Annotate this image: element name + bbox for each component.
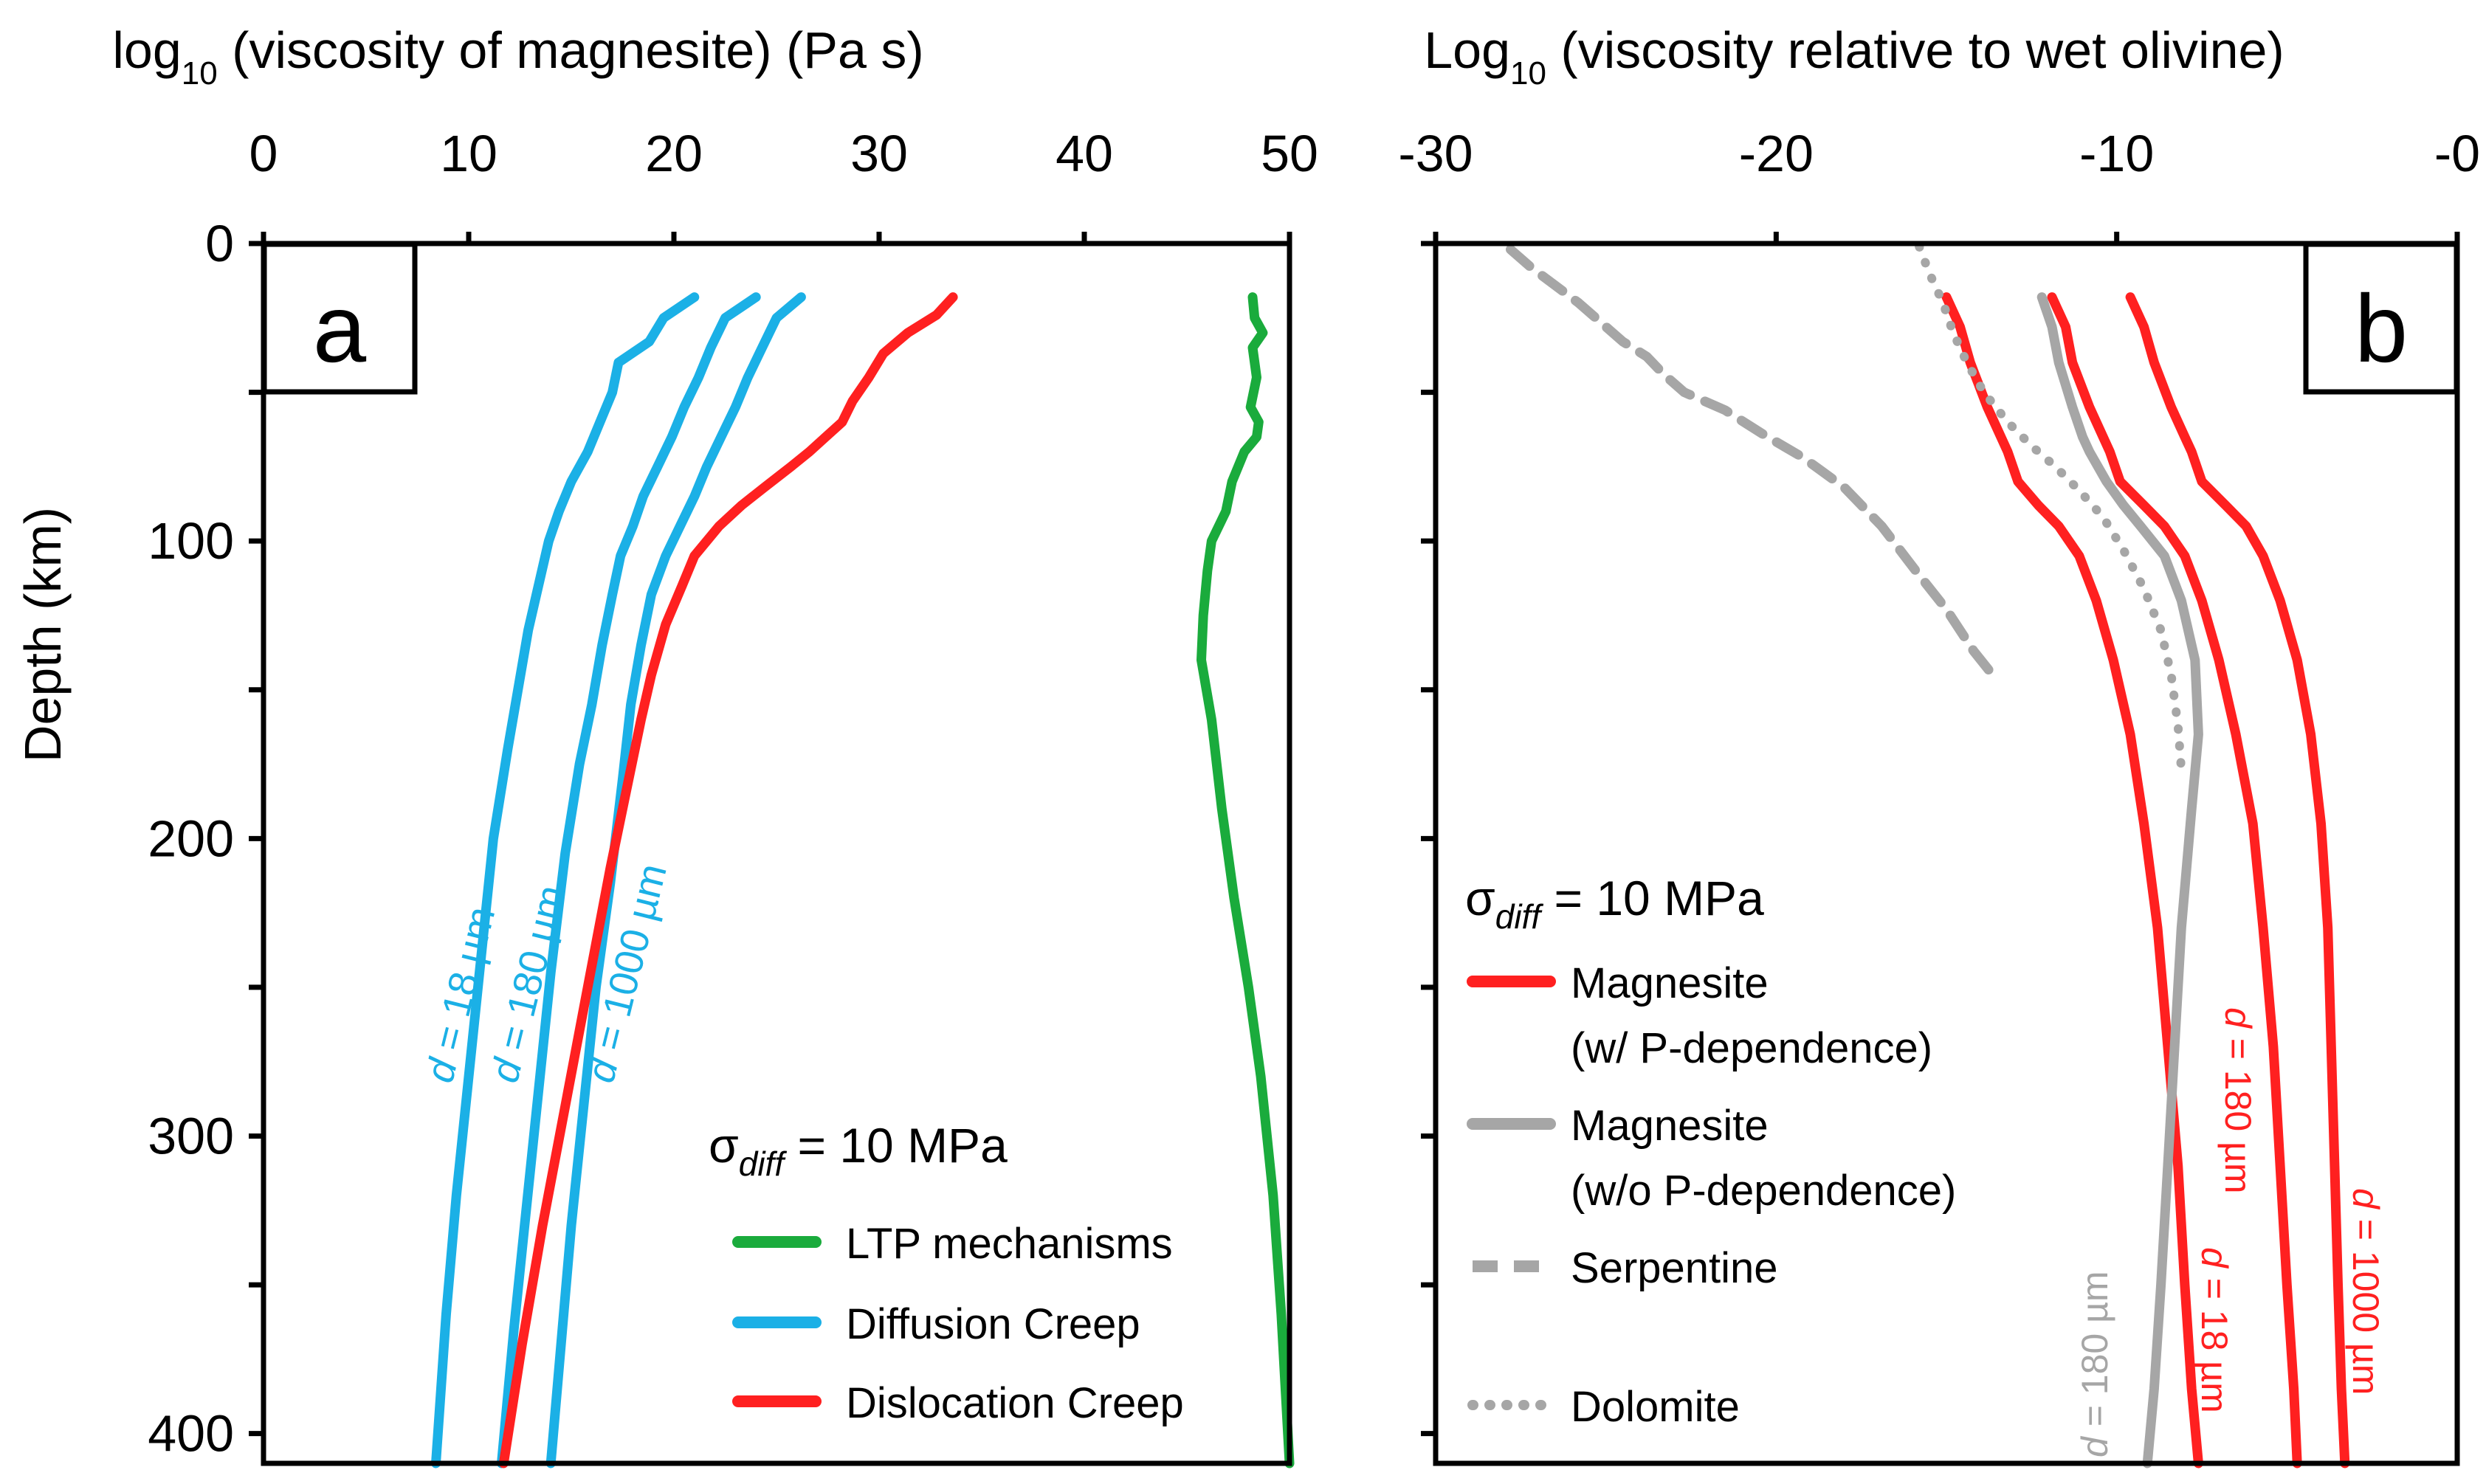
panel-a-x-tick-label: 30 (850, 125, 908, 182)
panel-a-label: a (313, 275, 367, 382)
panel-b-annotation-red-d1000: d = 1000 µm (2345, 1188, 2386, 1395)
panel-a-y-tick-label: 0 (205, 215, 234, 272)
panel-a-y-tick-label: 300 (148, 1108, 234, 1165)
panel-b-x-axis-title: Log10 (viscosity relative to wet olivine… (1424, 21, 2284, 92)
panel-a-x-tick-label: 20 (645, 125, 703, 182)
panel-a-legend-label-dislocation: Dislocation Creep (846, 1379, 1184, 1427)
panel-a-legend-label-ltp: LTP mechanisms (846, 1220, 1173, 1268)
panel-a-series-diffusion-creep-d-180-m (497, 292, 761, 1469)
panel-b-label-box (2303, 241, 2459, 395)
panel-a-y-tick-label: 100 (148, 512, 234, 570)
panel-a-y-ticks: 0 100 200 300 400 (148, 215, 264, 1463)
panel-b-series-magnesite-w-p-dependence-d-1000-m (2125, 292, 2350, 1469)
panel-a-y-tick-label: 200 (148, 810, 234, 867)
panel-b-x-tick-label: -20 (1739, 125, 1814, 182)
panel-a-series-dislocation-creep (498, 292, 958, 1469)
panel-b-x-tick-label: -10 (2079, 125, 2154, 182)
panel-b-series (1506, 242, 2350, 1469)
panel-a-x-tick-label: 0 (249, 125, 278, 182)
panel-b-legend-label-magnesite-nop-sub: (w/o P-dependence) (1571, 1167, 1956, 1215)
panel-a-plot-frame (261, 241, 1292, 1466)
panel-b: Log10 (viscosity relative to wet olivine… (1398, 21, 2480, 1469)
panel-b-series-magnesite-w-p-dependence-d-18-m (1941, 292, 2203, 1469)
panel-b-x-ticks: -30 -20 -10 -0 (1398, 125, 2480, 244)
panel-b-series-serpentine (1506, 244, 2003, 686)
panel-a-x-tick-label: 10 (440, 125, 497, 182)
panel-b-annotation-grey-d180: d = 180 µm (2074, 1271, 2115, 1457)
panel-a-x-tick-label: 40 (1056, 125, 1113, 182)
panel-b-series-dolomite (1915, 242, 2186, 775)
panel-b-legend-label-serpentine: Serpentine (1571, 1244, 1778, 1292)
panel-a: log10 (viscosity of magnesite) (Pa s) De… (14, 21, 1318, 1469)
panel-a-series (431, 292, 1295, 1469)
panel-a-label-box (261, 241, 418, 395)
panel-b-legend-label-magnesite-nop: Magnesite (1571, 1102, 1769, 1150)
panel-a-x-ticks: 0 10 20 30 40 50 (249, 125, 1318, 244)
panel-a-x-tick-label: 50 (1261, 125, 1318, 182)
panel-b-plot-frame (1433, 241, 2460, 1466)
panel-b-annotation-red-d18: d = 18 µm (2194, 1247, 2235, 1413)
panel-a-legend: σdiff = 10 MPa LTP mechanisms Diffusion … (709, 1118, 1184, 1427)
panel-a-x-axis-title: log10 (viscosity of magnesite) (Pa s) (112, 21, 923, 92)
panel-a-legend-label-diffusion: Diffusion Creep (846, 1300, 1140, 1348)
panel-b-legend: σdiff = 10 MPa Magnesite (w/ P-dependenc… (1465, 871, 1956, 1431)
panel-a-y-axis-title: Depth (km) (14, 507, 72, 762)
panel-a-legend-title: σdiff = 10 MPa (709, 1118, 1008, 1183)
panel-b-legend-label-magnesite-p-sub: (w/ P-dependence) (1571, 1024, 1932, 1072)
panel-b-annotation-red-d180: d = 180 µm (2217, 1007, 2259, 1194)
panel-a-series-diffusion-creep-d-18-m (431, 292, 700, 1469)
panel-b-x-tick-label: -0 (2434, 125, 2480, 182)
panel-b-legend-label-dolomite: Dolomite (1571, 1383, 1740, 1431)
panel-b-legend-label-magnesite-p: Magnesite (1571, 959, 1769, 1007)
panel-a-y-tick-label: 400 (148, 1405, 234, 1463)
panel-b-series-magnesite-w-o-p-dependence-d-180-m (2036, 292, 2203, 1469)
panel-b-series-magnesite-w-p-dependence-d-180-m (2047, 292, 2302, 1469)
panel-b-x-tick-label: -30 (1398, 125, 1473, 182)
panel-b-legend-title: σdiff = 10 MPa (1465, 871, 1764, 936)
panel-a-series-diffusion-creep-d-1000-m (545, 292, 806, 1469)
panel-b-label: b (2355, 275, 2408, 382)
panel-a-series-ltp-mechanisms (1196, 292, 1295, 1469)
